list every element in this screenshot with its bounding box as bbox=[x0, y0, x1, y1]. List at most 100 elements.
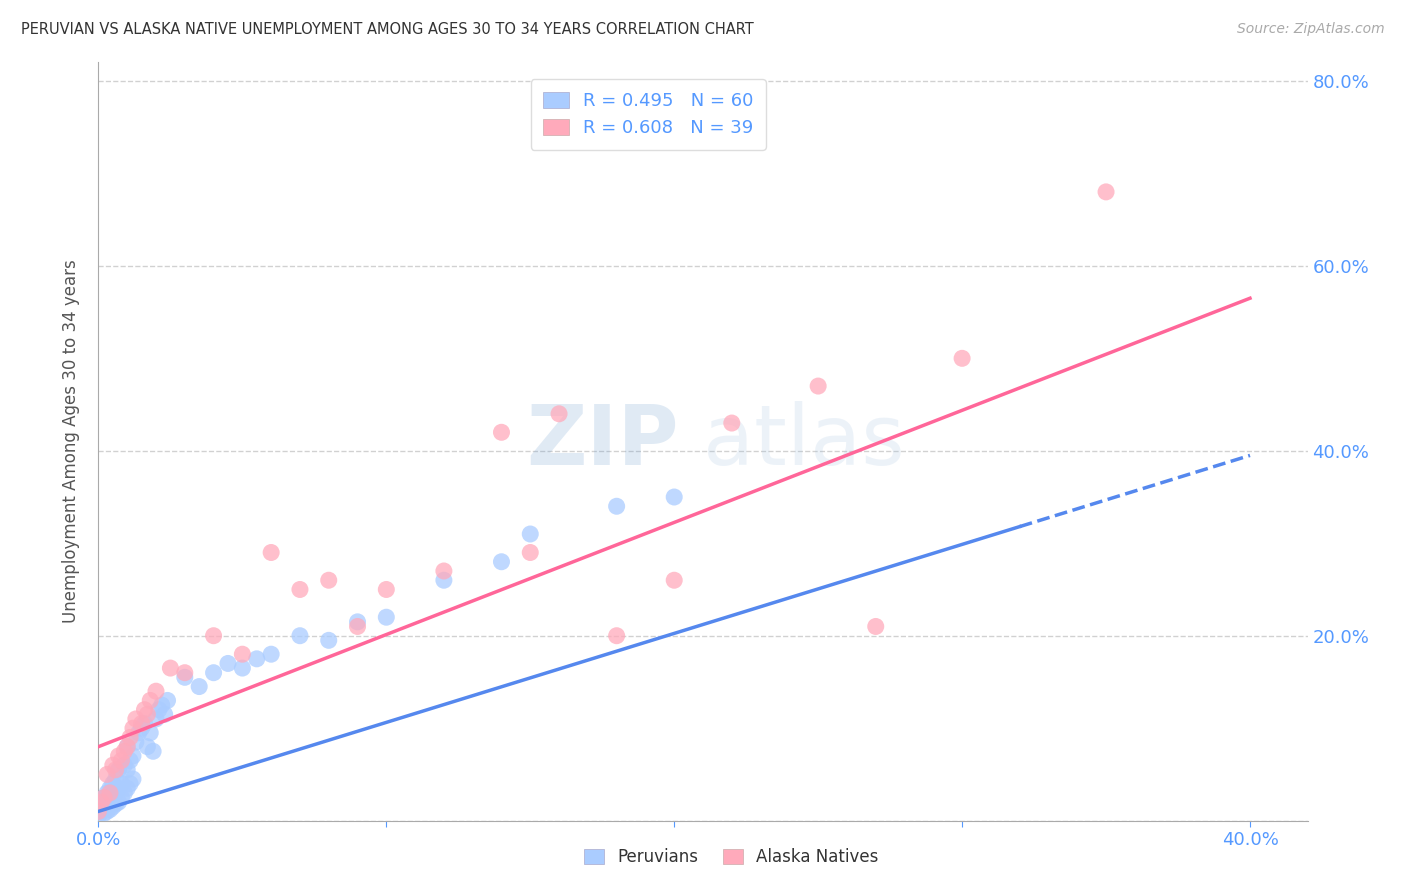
Point bbox=[153, 707, 176, 722]
Point bbox=[112, 786, 135, 800]
Point bbox=[142, 744, 165, 758]
Point bbox=[112, 758, 135, 772]
Point bbox=[90, 795, 112, 809]
Point bbox=[96, 786, 118, 800]
Point bbox=[1095, 185, 1118, 199]
Point bbox=[101, 799, 124, 814]
Point bbox=[104, 786, 127, 800]
Point bbox=[96, 767, 118, 781]
Point bbox=[107, 781, 129, 796]
Point bbox=[260, 647, 283, 661]
Point bbox=[98, 793, 121, 807]
Point bbox=[519, 527, 541, 541]
Point bbox=[115, 739, 138, 754]
Point bbox=[231, 661, 253, 675]
Text: PERUVIAN VS ALASKA NATIVE UNEMPLOYMENT AMONG AGES 30 TO 34 YEARS CORRELATION CHA: PERUVIAN VS ALASKA NATIVE UNEMPLOYMENT A… bbox=[21, 22, 754, 37]
Point bbox=[720, 416, 742, 430]
Point bbox=[139, 726, 162, 740]
Point bbox=[173, 670, 195, 684]
Point bbox=[548, 407, 571, 421]
Point bbox=[120, 731, 142, 745]
Text: Source: ZipAtlas.com: Source: ZipAtlas.com bbox=[1237, 22, 1385, 37]
Point bbox=[107, 763, 129, 777]
Point bbox=[288, 582, 311, 597]
Point bbox=[107, 795, 129, 809]
Point bbox=[664, 490, 686, 504]
Point bbox=[96, 805, 118, 819]
Point bbox=[260, 545, 283, 559]
Point bbox=[346, 619, 368, 633]
Point bbox=[217, 657, 239, 671]
Point bbox=[93, 790, 115, 805]
Point bbox=[110, 754, 132, 768]
Point bbox=[115, 763, 138, 777]
Point bbox=[606, 629, 628, 643]
Legend: R = 0.495   N = 60, R = 0.608   N = 39: R = 0.495 N = 60, R = 0.608 N = 39 bbox=[530, 79, 766, 150]
Point bbox=[318, 573, 340, 587]
Point bbox=[101, 790, 124, 805]
Point bbox=[120, 777, 142, 791]
Point bbox=[318, 633, 340, 648]
Point bbox=[104, 772, 127, 786]
Point bbox=[202, 665, 225, 680]
Point bbox=[202, 629, 225, 643]
Point bbox=[87, 805, 110, 819]
Point bbox=[491, 425, 513, 440]
Point bbox=[122, 772, 145, 786]
Point bbox=[115, 739, 138, 754]
Point bbox=[93, 799, 115, 814]
Point bbox=[148, 703, 170, 717]
Point bbox=[865, 619, 887, 633]
Point bbox=[156, 693, 179, 707]
Point bbox=[491, 555, 513, 569]
Point bbox=[145, 684, 167, 698]
Point bbox=[107, 748, 129, 763]
Legend: Peruvians, Alaska Natives: Peruvians, Alaska Natives bbox=[575, 840, 887, 875]
Point bbox=[606, 500, 628, 514]
Point bbox=[807, 379, 830, 393]
Point bbox=[104, 797, 127, 811]
Point bbox=[131, 716, 153, 731]
Point bbox=[101, 758, 124, 772]
Point bbox=[125, 735, 148, 749]
Point bbox=[128, 726, 150, 740]
Point bbox=[93, 806, 115, 821]
Point bbox=[98, 781, 121, 796]
Point bbox=[131, 721, 153, 735]
Point bbox=[112, 744, 135, 758]
Point bbox=[950, 351, 973, 366]
Point bbox=[173, 665, 195, 680]
Point bbox=[98, 786, 121, 800]
Point bbox=[246, 652, 269, 666]
Point bbox=[110, 777, 132, 791]
Point bbox=[125, 712, 148, 726]
Point bbox=[188, 680, 211, 694]
Point bbox=[120, 754, 142, 768]
Point bbox=[136, 707, 159, 722]
Text: atlas: atlas bbox=[703, 401, 904, 482]
Y-axis label: Unemployment Among Ages 30 to 34 years: Unemployment Among Ages 30 to 34 years bbox=[62, 260, 80, 624]
Point bbox=[433, 573, 456, 587]
Point bbox=[375, 610, 398, 624]
Point bbox=[519, 545, 541, 559]
Point bbox=[145, 712, 167, 726]
Point bbox=[93, 790, 115, 805]
Point bbox=[136, 739, 159, 754]
Point bbox=[101, 777, 124, 791]
Point bbox=[375, 582, 398, 597]
Point bbox=[87, 809, 110, 823]
Point bbox=[134, 703, 156, 717]
Text: ZIP: ZIP bbox=[526, 401, 679, 482]
Point bbox=[90, 805, 112, 819]
Point bbox=[139, 693, 162, 707]
Point bbox=[115, 781, 138, 796]
Point bbox=[346, 615, 368, 629]
Point bbox=[90, 795, 112, 809]
Point bbox=[122, 748, 145, 763]
Point bbox=[433, 564, 456, 578]
Point bbox=[231, 647, 253, 661]
Point bbox=[122, 721, 145, 735]
Point bbox=[159, 661, 181, 675]
Point bbox=[96, 797, 118, 811]
Point bbox=[150, 698, 173, 712]
